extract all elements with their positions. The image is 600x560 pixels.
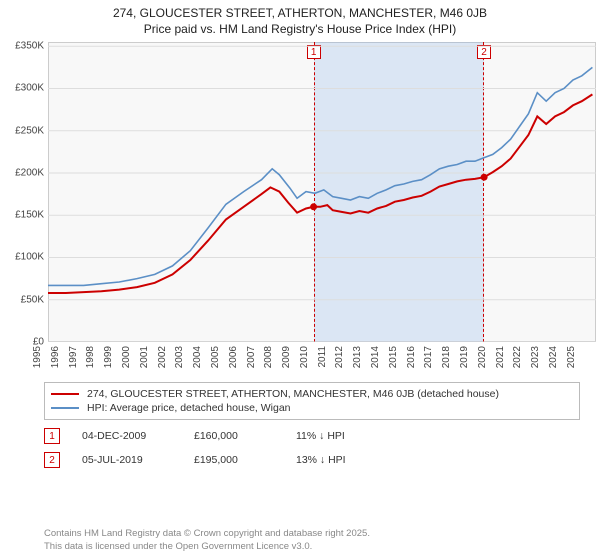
footer-line1: Contains HM Land Registry data © Crown c… <box>44 528 580 541</box>
footer-attribution: Contains HM Land Registry data © Crown c… <box>44 528 580 554</box>
y-tick-label: £50K <box>4 294 44 305</box>
chart-title-block: 274, GLOUCESTER STREET, ATHERTON, MANCHE… <box>0 0 600 36</box>
event-marker-1: 1 <box>44 428 60 444</box>
legend-row: HPI: Average price, detached house, Wiga… <box>51 401 573 415</box>
event-row: 1 04-DEC-2009 £160,000 11% ↓ HPI <box>44 424 580 448</box>
legend-row: 274, GLOUCESTER STREET, ATHERTON, MANCHE… <box>51 387 573 401</box>
event-price-1: £160,000 <box>194 430 274 442</box>
legend-label-hpi: HPI: Average price, detached house, Wiga… <box>87 402 291 414</box>
footer-line2: This data is licensed under the Open Gov… <box>44 541 580 554</box>
y-tick-label: £150K <box>4 210 44 221</box>
event-date-2: 05-JUL-2019 <box>82 454 172 466</box>
line-property <box>48 94 592 293</box>
gridlines <box>48 46 596 342</box>
event-row: 2 05-JUL-2019 £195,000 13% ↓ HPI <box>44 448 580 472</box>
chart-title-line1: 274, GLOUCESTER STREET, ATHERTON, MANCHE… <box>0 6 600 20</box>
plot-svg <box>48 42 596 342</box>
event-price-2: £195,000 <box>194 454 274 466</box>
line-hpi <box>48 67 592 285</box>
y-tick-label: £200K <box>4 167 44 178</box>
y-tick-label: £100K <box>4 252 44 263</box>
legend-swatch-hpi <box>51 407 79 409</box>
event-date-1: 04-DEC-2009 <box>82 430 172 442</box>
x-tick-label: 2025 <box>566 346 598 368</box>
event-marker-2: 2 <box>44 452 60 468</box>
legend: 274, GLOUCESTER STREET, ATHERTON, MANCHE… <box>44 382 580 420</box>
y-tick-label: £350K <box>4 41 44 52</box>
y-tick-label: £250K <box>4 125 44 136</box>
y-tick-label: £300K <box>4 83 44 94</box>
sale-dots <box>310 174 488 211</box>
events-table: 1 04-DEC-2009 £160,000 11% ↓ HPI 2 05-JU… <box>44 424 580 472</box>
event-diff-2: 13% ↓ HPI <box>296 454 386 466</box>
legend-label-property: 274, GLOUCESTER STREET, ATHERTON, MANCHE… <box>87 388 499 400</box>
legend-swatch-property <box>51 393 79 395</box>
chart-title-line2: Price paid vs. HM Land Registry's House … <box>0 22 600 36</box>
event-diff-1: 11% ↓ HPI <box>296 430 386 442</box>
chart-area: £0£50K£100K£150K£200K£250K£300K£350K 199… <box>4 42 596 372</box>
